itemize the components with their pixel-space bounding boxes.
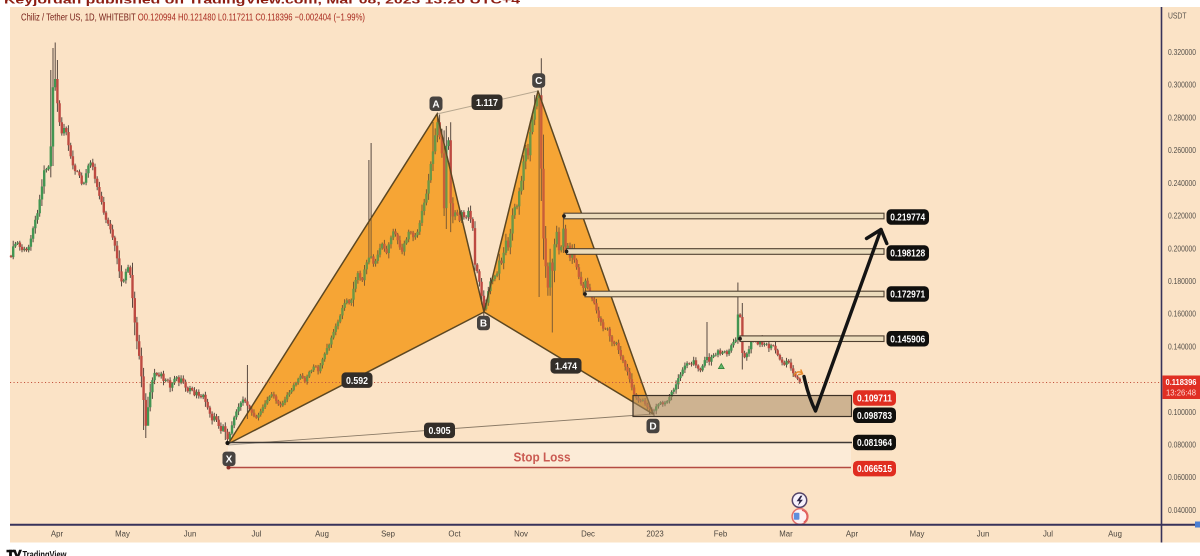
svg-text:0.220000: 0.220000 bbox=[1168, 212, 1196, 221]
svg-text:0.198128: 0.198128 bbox=[890, 249, 925, 260]
svg-text:Nov: Nov bbox=[514, 530, 528, 539]
svg-text:0.060000: 0.060000 bbox=[1168, 473, 1196, 482]
svg-text:Mar: Mar bbox=[779, 530, 793, 539]
svg-text:0.040000: 0.040000 bbox=[1168, 506, 1196, 515]
svg-text:Chiliz / Tether US, 1D, WHITEB: Chiliz / Tether US, 1D, WHITEBIT O0.1209… bbox=[21, 12, 365, 24]
svg-text:0.320000: 0.320000 bbox=[1168, 48, 1196, 57]
svg-text:May: May bbox=[115, 530, 130, 539]
svg-text:0.160000: 0.160000 bbox=[1168, 310, 1196, 319]
svg-text:0.081964: 0.081964 bbox=[857, 438, 892, 449]
svg-text:Aug: Aug bbox=[315, 530, 329, 539]
svg-text:0.905: 0.905 bbox=[429, 426, 451, 437]
svg-text:Keyjordan published on Trading: Keyjordan published on TradingView.com, … bbox=[4, 0, 521, 7]
svg-text:A: A bbox=[432, 100, 439, 111]
svg-text:0.300000: 0.300000 bbox=[1168, 81, 1196, 90]
svg-text:0.180000: 0.180000 bbox=[1168, 277, 1196, 286]
svg-text:TradingView: TradingView bbox=[23, 550, 67, 556]
svg-text:1.474: 1.474 bbox=[555, 361, 577, 372]
svg-text:Feb: Feb bbox=[714, 530, 728, 539]
svg-text:Jun: Jun bbox=[977, 530, 990, 539]
svg-text:D: D bbox=[649, 422, 656, 433]
svg-text:0.066515: 0.066515 bbox=[857, 464, 892, 475]
svg-text:0.172971: 0.172971 bbox=[890, 290, 925, 301]
svg-text:0.260000: 0.260000 bbox=[1168, 146, 1196, 155]
svg-text:Jul: Jul bbox=[252, 530, 262, 539]
svg-text:Jul: Jul bbox=[1043, 530, 1053, 539]
svg-text:0.592: 0.592 bbox=[346, 376, 368, 387]
svg-text:13:26:48: 13:26:48 bbox=[1166, 387, 1196, 397]
svg-text:0.100000: 0.100000 bbox=[1168, 408, 1196, 417]
svg-text:Oct: Oct bbox=[448, 530, 461, 539]
svg-text:0.140000: 0.140000 bbox=[1168, 342, 1196, 351]
svg-text:0.200000: 0.200000 bbox=[1168, 244, 1196, 253]
svg-text:1.117: 1.117 bbox=[476, 98, 498, 109]
svg-text:0.109711: 0.109711 bbox=[857, 394, 892, 405]
svg-text:Apr: Apr bbox=[846, 530, 859, 539]
svg-text:0.145906: 0.145906 bbox=[890, 334, 925, 345]
svg-text:Jun: Jun bbox=[184, 530, 197, 539]
svg-text:0.240000: 0.240000 bbox=[1168, 179, 1196, 188]
svg-text:USDT: USDT bbox=[1168, 12, 1187, 21]
svg-text:0.080000: 0.080000 bbox=[1168, 441, 1196, 450]
svg-text:Sep: Sep bbox=[381, 530, 396, 539]
svg-text:X: X bbox=[226, 455, 233, 466]
svg-text:Apr: Apr bbox=[51, 530, 64, 539]
svg-text:Stop Loss: Stop Loss bbox=[514, 451, 571, 465]
svg-text:Dec: Dec bbox=[581, 530, 595, 539]
svg-text:0.098783: 0.098783 bbox=[857, 411, 892, 422]
svg-text:B: B bbox=[480, 319, 487, 330]
svg-text:0.280000: 0.280000 bbox=[1168, 113, 1196, 122]
svg-text:C: C bbox=[535, 76, 542, 87]
svg-text:2023: 2023 bbox=[646, 530, 663, 539]
svg-text:May: May bbox=[910, 530, 925, 539]
svg-text:0.219774: 0.219774 bbox=[890, 213, 925, 224]
svg-text:Aug: Aug bbox=[1108, 530, 1122, 539]
svg-text:0.118396: 0.118396 bbox=[1166, 377, 1197, 387]
